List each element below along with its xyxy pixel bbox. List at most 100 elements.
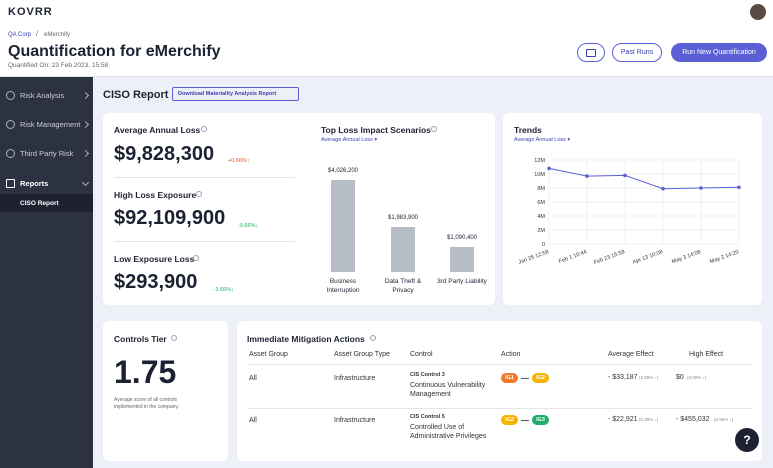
divider xyxy=(114,241,295,242)
kpi-label: High Loss Exposure xyxy=(114,190,197,200)
nav-icon xyxy=(6,149,15,158)
x-tick-label: Feb 23 15:58 xyxy=(593,249,626,266)
column-header: Asset Group Type xyxy=(334,351,390,358)
page-title: Quantification for eMerchify xyxy=(8,43,221,60)
action-badge: IG2 xyxy=(501,415,518,425)
controls-description: Average score of all controls implemente… xyxy=(114,397,179,410)
control-id: CIS Control 5 xyxy=(410,414,445,420)
bar-value-label: $4,026,200 xyxy=(327,168,359,174)
column-header: Control xyxy=(410,351,433,358)
y-tick-label: 10M xyxy=(534,172,545,178)
action-badge: IG1 xyxy=(501,373,518,383)
avatar[interactable] xyxy=(750,4,766,20)
action-badge: IG2 xyxy=(532,373,549,383)
trend-point xyxy=(547,166,551,171)
trend-line xyxy=(548,167,740,190)
x-tick-label: May 3 14:08 xyxy=(671,249,702,265)
row-divider xyxy=(247,408,752,409)
asset-group-type: Infrastructure xyxy=(334,375,376,382)
asset-group-type: Infrastructure xyxy=(334,417,376,424)
card-title: Controls Tier xyxy=(114,334,167,344)
info-icon[interactable] xyxy=(196,191,202,197)
asset-group: All xyxy=(249,375,257,382)
kpi-change: - 3.66%↓ xyxy=(212,287,234,293)
high-effect-pct: (0.00% ↓) xyxy=(687,375,707,380)
run-button[interactable]: Run New Quantification xyxy=(671,43,767,62)
high-effect-pct: (0.56% ↓) xyxy=(714,417,734,422)
trend-point xyxy=(661,186,665,191)
report-title: CISO Report xyxy=(103,89,169,101)
info-icon[interactable] xyxy=(370,335,376,341)
line-chart: 0 2M 4M 6M 8M 10M 12M Jan 25 12:58 Feb 1 10:44 Fe… xyxy=(518,158,741,266)
breadcrumb-current: eMerchify xyxy=(44,32,71,38)
action-arrow xyxy=(521,420,529,421)
divider xyxy=(247,364,752,365)
icon-button[interactable] xyxy=(577,43,605,62)
info-icon[interactable] xyxy=(171,335,177,341)
info-icon[interactable] xyxy=(193,255,199,261)
download-button[interactable]: Download Materiality Analysis Report xyxy=(172,87,299,101)
folder-icon xyxy=(586,48,596,57)
mitigation-card xyxy=(237,321,762,461)
chart-dropdown[interactable]: Average Annual Loss ▾ xyxy=(321,137,378,143)
nav-icon xyxy=(6,120,15,129)
past-runs-button[interactable]: Past Runs xyxy=(612,43,662,62)
trend-point xyxy=(623,173,627,178)
bar-value-label: $1,983,900 xyxy=(387,214,419,221)
y-tick-label: 8M xyxy=(537,186,545,192)
y-tick-label: 2M xyxy=(537,228,545,234)
page-subtitle: Quantified On: 23 Feb 2023, 15:58 xyxy=(8,62,109,69)
y-tick-label: 4M xyxy=(537,214,545,220)
sidebar-active xyxy=(0,194,93,212)
kpi-change: +0.66%↑ xyxy=(228,158,250,164)
breadcrumb-link[interactable]: QA Corp xyxy=(8,32,32,38)
help-button[interactable]: ? xyxy=(735,428,759,452)
y-tick-label: 0 xyxy=(542,242,545,248)
kpi-value: $92,109,900 xyxy=(114,207,226,229)
nav-item[interactable]: Reports xyxy=(20,179,49,188)
chart-title: Top Loss Impact Scenarios xyxy=(321,125,431,135)
column-header: High Effect xyxy=(689,351,724,358)
x-tick-label: Jan 25 12:58 xyxy=(518,249,550,266)
x-tick-label: Apr 13 10:08 xyxy=(632,249,664,265)
average-effect-pct: (0.29% ↓) xyxy=(639,417,659,422)
info-icon[interactable] xyxy=(201,126,207,132)
y-tick-label: 12M xyxy=(534,158,545,164)
trends-card xyxy=(503,113,762,305)
bar-category-label: Data Theft & Privacy xyxy=(384,278,422,294)
x-tick-label: Feb 1 10:44 xyxy=(558,249,588,265)
nav-item[interactable]: Risk Analysis xyxy=(20,91,65,100)
average-effect: - $33,187 xyxy=(608,374,638,381)
bar xyxy=(331,180,355,272)
logo[interactable]: KOVRR xyxy=(8,6,53,18)
bar-category-label: Business Interruption xyxy=(326,278,360,294)
kpi-value: $9,828,300 xyxy=(114,143,215,165)
card-title: Immediate Mitigation Actions xyxy=(247,334,365,344)
column-header: Average Effect xyxy=(608,351,654,358)
chart-dropdown[interactable]: Average Annual Loss ▾ xyxy=(514,137,571,143)
high-effect: $0 xyxy=(676,374,684,381)
kpi-label: Low Exposure Loss xyxy=(114,254,195,264)
kpi-card xyxy=(103,113,495,305)
column-header: Action xyxy=(501,351,521,358)
sidebar xyxy=(0,77,93,468)
column-header: Asset Group xyxy=(249,351,288,358)
trend-point xyxy=(585,174,589,178)
y-tick-label: 6M xyxy=(537,200,545,206)
kpi-label: Average Annual Loss xyxy=(114,125,201,135)
info-icon[interactable] xyxy=(431,126,437,132)
kpi-value: $293,900 xyxy=(114,271,198,293)
high-effect: - $455,032 xyxy=(676,416,710,423)
action-badge: IG3 xyxy=(532,415,549,425)
nav-item[interactable]: Third Party Risk xyxy=(20,149,74,158)
kpi-change: -0.66%↓ xyxy=(238,223,259,229)
x-tick-label: May 2 14:20 xyxy=(709,249,740,265)
controls-card xyxy=(103,321,228,461)
asset-group: All xyxy=(249,417,257,424)
bar-category-label: 3rd Party Liability xyxy=(437,278,487,285)
trend-point xyxy=(699,186,703,190)
nav-subitem[interactable]: CISO Report xyxy=(20,200,59,207)
nav-item[interactable]: Risk Management xyxy=(20,120,81,129)
nav-icon xyxy=(6,91,15,100)
